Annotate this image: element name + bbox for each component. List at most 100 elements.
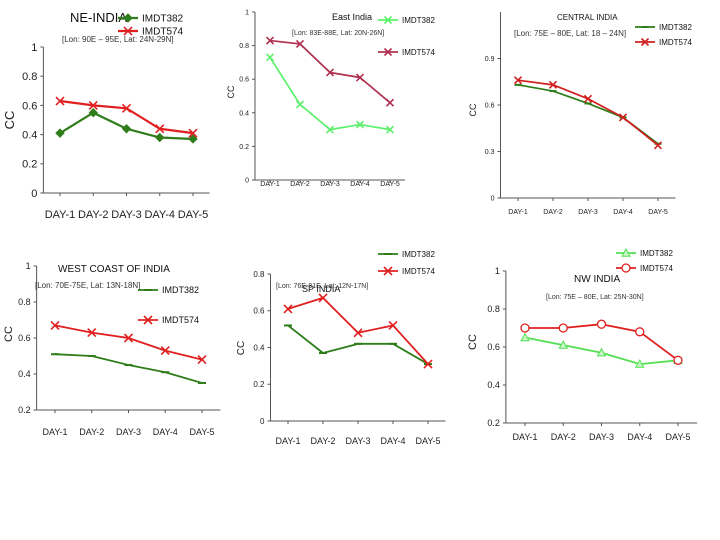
- data-point-imdt382: [325, 125, 335, 134]
- y-tick-label: 0: [491, 195, 495, 202]
- x-tick-label: DAY-1: [42, 427, 67, 437]
- x-tick-label: DAY-3: [116, 427, 141, 437]
- chart-west-coast-svg: 0.2 0.4 0.6 0.8 1 DAY-1 DAY-2 DAY-3 DAY-4 DAY-5 CC…: [3, 261, 221, 437]
- data-point-imdt574: [55, 96, 65, 106]
- chart-title: East India: [332, 12, 372, 22]
- chart-title: CENTRAL INDIA: [557, 13, 618, 22]
- data-point-imdt574-shape: [596, 319, 607, 329]
- data-point-imdt574-stroke-b: [121, 103, 132, 113]
- data-point-imdt574-stroke-b: [513, 76, 523, 85]
- y-tick-label: 0.8: [22, 71, 37, 83]
- data-point-imdt382-shape: [88, 107, 98, 118]
- data-point-imdt574: [673, 355, 683, 365]
- data-point-imdt382-shape: [188, 134, 198, 144]
- data-point-imdt574: [548, 80, 558, 89]
- data-point-imdt574: [87, 328, 97, 338]
- data-point-imdt574-stroke-b: [87, 328, 97, 338]
- data-point-imdt574-stroke-b: [188, 128, 198, 138]
- data-point-imdt382-stroke-b: [385, 125, 395, 134]
- data-point-imdt574-stroke-b: [50, 320, 60, 330]
- x-tick-label: DAY-4: [144, 209, 175, 221]
- x-tick-label: DAY-5: [189, 427, 214, 437]
- x-tick-label: DAY-3: [589, 432, 614, 442]
- data-point-imdt382: [188, 134, 198, 144]
- legend-marker-imdt382: [123, 13, 133, 23]
- data-point-imdt382-shape: [634, 359, 645, 368]
- data-point-imdt574-shape: [635, 327, 645, 337]
- region-annotation: [Lon: 75E – 80E, Lat: 25N-30N]: [546, 294, 644, 301]
- x-tick-label: DAY-5: [648, 209, 668, 216]
- data-point-imdt382: [596, 347, 607, 357]
- data-point-imdt574: [596, 319, 607, 329]
- data-point-imdt574-stroke-b: [618, 113, 628, 122]
- legend-label-imdt574: IMDT574: [142, 27, 184, 38]
- x-tick-label: DAY-5: [415, 436, 440, 446]
- legend-label-imdt382: IMDT382: [142, 14, 184, 25]
- chart-central-india: 0 0.3 0.6 0.9 DAY-1 DAY-2 DAY-3 DAY-4 DAY-5 CC CEN…: [462, 0, 702, 240]
- data-point-imdt574: [325, 68, 335, 77]
- data-point-imdt574-stroke-b: [88, 100, 98, 110]
- y-tick-label: 0.3: [485, 149, 495, 156]
- y-tick-label: 1: [26, 261, 31, 271]
- data-point-imdt382-stroke-b: [265, 53, 275, 62]
- y-tick-label: 0.2: [239, 144, 249, 151]
- data-point-imdt382: [88, 107, 98, 118]
- data-point-imdt574: [160, 346, 170, 356]
- data-point-imdt574-stroke-b: [385, 98, 395, 107]
- data-point-imdt382-shape: [596, 347, 607, 357]
- legend-marker-imdt382: [621, 247, 631, 257]
- y-tick-label: 0.2: [487, 418, 500, 428]
- y-tick-label: 0.4: [22, 129, 37, 141]
- data-point-imdt574-stroke-b: [423, 359, 433, 369]
- legend-label-imdt574: IMDT574: [162, 315, 199, 325]
- data-point-imdt574: [318, 293, 328, 303]
- x-tick-label: DAY-5: [380, 181, 400, 188]
- data-point-imdt574: [295, 39, 305, 48]
- y-tick-label: 0.6: [487, 342, 500, 352]
- x-tick-label: DAY-3: [578, 209, 598, 216]
- chart-ne-india: 0 0.2 0.4 0.6 0.8 1 DAY-1 DAY-2 DAY-3 DAY-4 DAY-5 C…: [0, 0, 240, 240]
- chart-nw-india: 0.2 0.4 0.6 0.8 1 DAY-1 DAY-2 DAY-3 DAY-4 DAY-5 CC…: [466, 246, 706, 456]
- data-point-imdt574: [520, 323, 530, 333]
- data-point-imdt574: [50, 320, 60, 330]
- chart-nw-india-svg: 0.2 0.4 0.6 0.8 1 DAY-1 DAY-2 DAY-3 DAY-4 DAY-5 CC…: [467, 247, 698, 442]
- x-tick-label: DAY-2: [310, 436, 335, 446]
- y-tick-label: 0.6: [485, 102, 495, 109]
- data-point-imdt574: [155, 124, 165, 134]
- data-point-imdt382: [265, 53, 275, 62]
- y-tick-label: 1: [245, 9, 249, 16]
- data-point-imdt574: [583, 94, 593, 103]
- data-point-imdt382: [520, 332, 530, 342]
- legend-label-imdt574: IMDT574: [402, 48, 435, 57]
- legend-marker-imdt574-stroke-b: [383, 266, 393, 276]
- y-tick-label: 1: [495, 266, 500, 276]
- data-point-imdt574: [88, 100, 98, 110]
- x-tick-label: DAY-4: [350, 181, 370, 188]
- legend-marker-imdt574: [123, 26, 133, 36]
- legend-marker-imdt574-stroke-b: [143, 315, 153, 325]
- y-axis-label: CC: [236, 341, 247, 355]
- y-tick-label: 1: [31, 42, 37, 54]
- data-point-imdt574-stroke-b: [325, 68, 335, 77]
- x-tick-label: DAY-5: [665, 432, 690, 442]
- y-tick-label: 0.4: [253, 343, 265, 352]
- y-tick-label: 0.4: [487, 380, 500, 390]
- data-point-imdt574-stroke-b: [155, 124, 165, 134]
- region-annotation: [Lon: 70E-75E, Lat: 13N-18N]: [35, 281, 140, 290]
- legend-label-imdt574: IMDT574: [402, 267, 435, 276]
- chart-ne-india-svg: 0 0.2 0.4 0.6 0.8 1 DAY-1 DAY-2 DAY-3 DAY-4 DAY-5 C…: [2, 10, 210, 221]
- chart-west-coast: 0.2 0.4 0.6 0.8 1 DAY-1 DAY-2 DAY-3 DAY-4 DAY-5 CC…: [0, 256, 240, 456]
- data-point-imdt574-stroke-b: [318, 293, 328, 303]
- x-tick-label: DAY-1: [512, 432, 537, 442]
- region-annotation: [Lon: 83E-88E, Lat: 20N-26N]: [292, 30, 384, 37]
- x-tick-label: DAY-2: [543, 209, 563, 216]
- legend-label-imdt382: IMDT382: [402, 250, 435, 259]
- data-point-imdt382-shape: [155, 132, 165, 143]
- y-tick-label: 0.6: [18, 333, 31, 343]
- data-point-imdt574: [197, 355, 207, 365]
- data-point-imdt574: [618, 113, 628, 122]
- data-point-imdt382: [558, 340, 569, 349]
- data-point-imdt574: [283, 304, 293, 314]
- data-point-imdt382: [55, 128, 65, 138]
- data-point-imdt574: [635, 327, 645, 337]
